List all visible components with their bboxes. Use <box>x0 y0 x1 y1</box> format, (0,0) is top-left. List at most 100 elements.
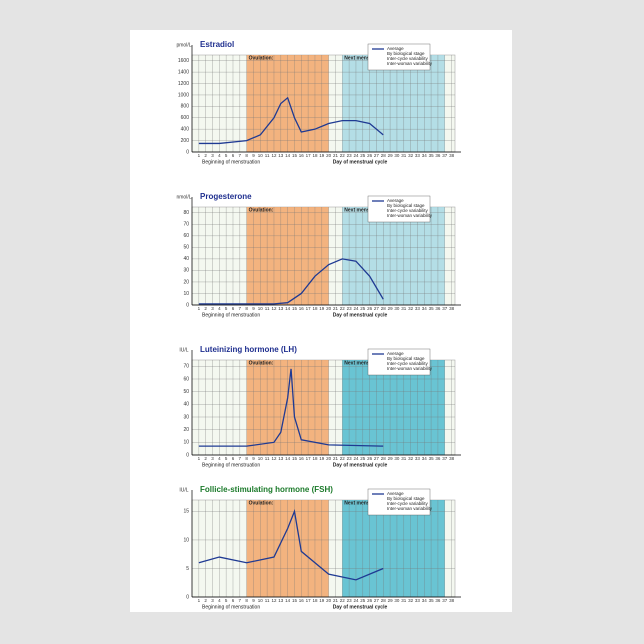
legend-box <box>367 43 431 71</box>
x-tick-label: 30 <box>394 306 400 311</box>
legend-label: Inter-woman variability <box>387 213 433 218</box>
x-tick-label: 32 <box>408 306 414 311</box>
x-tick-label: 20 <box>326 456 332 461</box>
x-tick-label: 8 <box>245 456 248 461</box>
chart-title: Progesterone <box>200 192 252 201</box>
x-tick-label: 37 <box>442 598 448 603</box>
x-axis-label: Day of menstrual cycle <box>333 159 388 165</box>
chart-title: Estradiol <box>200 40 234 49</box>
x-tick-label: 26 <box>367 598 373 603</box>
x-tick-label: 21 <box>333 598 339 603</box>
x-tick-label: 7 <box>239 153 242 158</box>
y-tick-label: 0 <box>186 452 189 458</box>
x-tick-label: 22 <box>340 153 346 158</box>
x-tick-label: 5 <box>225 153 228 158</box>
x-tick-label: 28 <box>381 456 387 461</box>
y-tick-label: 40 <box>183 402 189 408</box>
x-tick-label: 26 <box>367 456 373 461</box>
x-tick-label: 3 <box>211 306 214 311</box>
legend-label: Inter-woman variability <box>387 366 433 371</box>
x-tick-label: 24 <box>353 598 359 603</box>
legend-label: Average <box>387 46 404 51</box>
x-tick-label: 15 <box>292 598 298 603</box>
x-tick-label: 8 <box>245 153 248 158</box>
x-tick-label: 5 <box>225 456 228 461</box>
x-tick-label: 31 <box>401 153 407 158</box>
x-tick-label: 38 <box>449 598 455 603</box>
y-tick-label: 10 <box>183 291 189 297</box>
x-tick-label: 10 <box>258 153 264 158</box>
y-tick-label: 10 <box>183 537 189 543</box>
region <box>342 55 445 152</box>
x-tick-label: 1 <box>198 153 201 158</box>
x-tick-label: 34 <box>422 153 428 158</box>
legend-label: By biological stage <box>387 51 425 56</box>
x-tick-label: 6 <box>232 306 235 311</box>
x-tick-label: 14 <box>285 153 291 158</box>
x-tick-label: 7 <box>239 456 242 461</box>
x-tick-label: 7 <box>239 306 242 311</box>
average-line <box>198 96 384 145</box>
legend-label: Average <box>387 198 404 203</box>
x-tick-label: 20 <box>326 306 332 311</box>
legend-label: By biological stage <box>387 356 425 361</box>
legend-label: Inter-cycle variability <box>387 56 429 61</box>
x-tick-label: 16 <box>299 306 305 311</box>
y-tick-label: 50 <box>183 389 189 395</box>
x-tick-label: 21 <box>333 153 339 158</box>
x-tick-label: 37 <box>442 153 448 158</box>
x-tick-label: 1 <box>198 306 201 311</box>
x-tick-label: 22 <box>340 598 346 603</box>
x-tick-label: 3 <box>211 456 214 461</box>
x-tick-label: 8 <box>245 598 248 603</box>
x-tick-label: 13 <box>278 306 284 311</box>
legend-label: Inter-woman variability <box>387 506 433 511</box>
x-tick-label: 17 <box>306 153 312 158</box>
y-axis-label: IU/L <box>179 347 188 353</box>
x-tick-label: 6 <box>232 153 235 158</box>
legend-label: Inter-cycle variability <box>387 361 429 366</box>
x-tick-label: 17 <box>306 598 312 603</box>
x-tick-label: 11 <box>265 306 270 311</box>
x-tick-label: 2 <box>204 153 207 158</box>
legend-label: By biological stage <box>387 203 425 208</box>
x-tick-label: 13 <box>278 153 284 158</box>
x-tick-label: 19 <box>319 598 325 603</box>
note: Beginning of menstruation <box>202 159 260 165</box>
x-tick-label: 31 <box>401 598 407 603</box>
y-axis-label: IU/L <box>179 487 188 493</box>
y-tick-label: 60 <box>183 376 189 382</box>
x-tick-label: 6 <box>232 456 235 461</box>
x-tick-label: 28 <box>381 598 387 603</box>
x-tick-label: 13 <box>278 598 284 603</box>
x-tick-label: 19 <box>319 306 325 311</box>
x-tick-label: 3 <box>211 153 214 158</box>
y-tick-label: 0 <box>186 302 189 308</box>
x-tick-label: 30 <box>394 153 400 158</box>
y-tick-label: 70 <box>183 222 189 228</box>
x-tick-label: 26 <box>367 153 373 158</box>
x-tick-label: 8 <box>245 306 248 311</box>
x-tick-label: 28 <box>381 306 387 311</box>
x-tick-label: 15 <box>292 456 298 461</box>
region-label: Next menstruation <box>344 55 388 61</box>
x-tick-label: 15 <box>292 306 298 311</box>
x-tick-label: 37 <box>442 306 448 311</box>
legend-box <box>367 488 431 516</box>
y-tick-label: 70 <box>183 364 189 370</box>
y-tick-label: 20 <box>183 279 189 285</box>
y-axis-label: nmol/L <box>176 194 191 200</box>
x-tick-label: 32 <box>408 598 414 603</box>
x-tick-label: 28 <box>381 153 387 158</box>
x-tick-label: 18 <box>312 306 318 311</box>
x-tick-label: 14 <box>285 306 291 311</box>
x-tick-label: 31 <box>401 456 407 461</box>
x-tick-label: 18 <box>312 598 318 603</box>
x-tick-label: 14 <box>285 456 291 461</box>
legend-box <box>367 348 431 376</box>
x-tick-label: 9 <box>252 153 255 158</box>
x-tick-label: 37 <box>442 456 448 461</box>
x-tick-label: 9 <box>252 456 255 461</box>
